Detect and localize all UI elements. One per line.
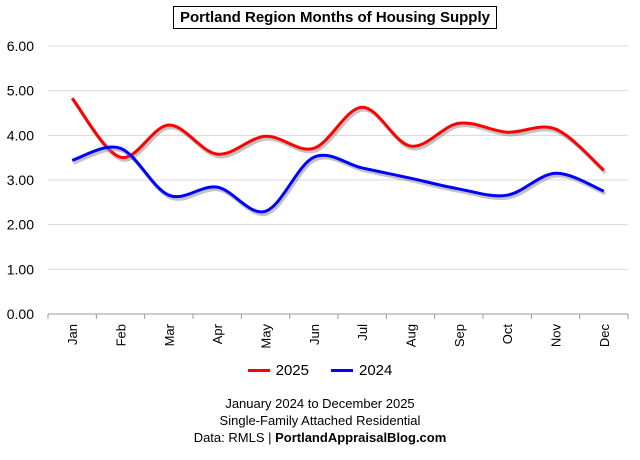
footer-source: Data: RMLS | PortlandAppraisalBlog.com xyxy=(0,430,640,445)
legend-swatch xyxy=(247,369,270,372)
x-tick-label: Jan xyxy=(65,324,80,345)
y-tick-label: 0.00 xyxy=(7,306,34,322)
legend-label: 2025 xyxy=(275,362,309,379)
y-tick-label: 5.00 xyxy=(7,83,34,99)
x-tick-label: Dec xyxy=(597,324,612,348)
x-tick-label: Sep xyxy=(452,324,467,347)
x-tick-label: Nov xyxy=(549,324,564,348)
footer-site: PortlandAppraisalBlog.com xyxy=(275,430,447,445)
footer-property-type: Single-Family Attached Residential xyxy=(219,413,421,428)
footer-date-range: January 2024 to December 2025 xyxy=(225,396,415,411)
y-tick-label: 2.00 xyxy=(7,217,34,233)
x-tick-label: Mar xyxy=(162,323,177,346)
y-tick-label: 1.00 xyxy=(7,261,34,277)
footer-source-prefix: Data: RMLS | xyxy=(193,430,276,445)
x-tick-label: Oct xyxy=(500,324,515,345)
y-tick-label: 4.00 xyxy=(7,127,34,143)
x-tick-label: Feb xyxy=(114,324,129,346)
legend-swatch xyxy=(331,369,353,372)
legend-item-2024: 2024 xyxy=(331,362,392,379)
legend-item-2025: 2025 xyxy=(247,362,309,379)
legend: 2025 2024 xyxy=(0,362,640,379)
chart-title: Portland Region Months of Housing Supply xyxy=(173,6,497,29)
x-tick-label: May xyxy=(259,324,274,349)
legend-label: 2024 xyxy=(359,362,393,379)
y-tick-label: 6.00 xyxy=(7,38,34,54)
y-tick-label: 3.00 xyxy=(7,172,34,188)
series-line-2024 xyxy=(71,145,605,214)
x-tick-label: Aug xyxy=(404,324,419,347)
series-line-2025 xyxy=(70,97,605,172)
x-tick-label: Jul xyxy=(355,324,370,341)
series-shadow-2025 xyxy=(72,99,607,175)
plot-area: 0.00 1.00 2.00 3.00 4.00 5.00 6.00 Jan Feb Mar Apr… xyxy=(7,38,629,349)
x-tick-label: Apr xyxy=(210,323,225,344)
x-tick-label: Jun xyxy=(307,324,322,345)
